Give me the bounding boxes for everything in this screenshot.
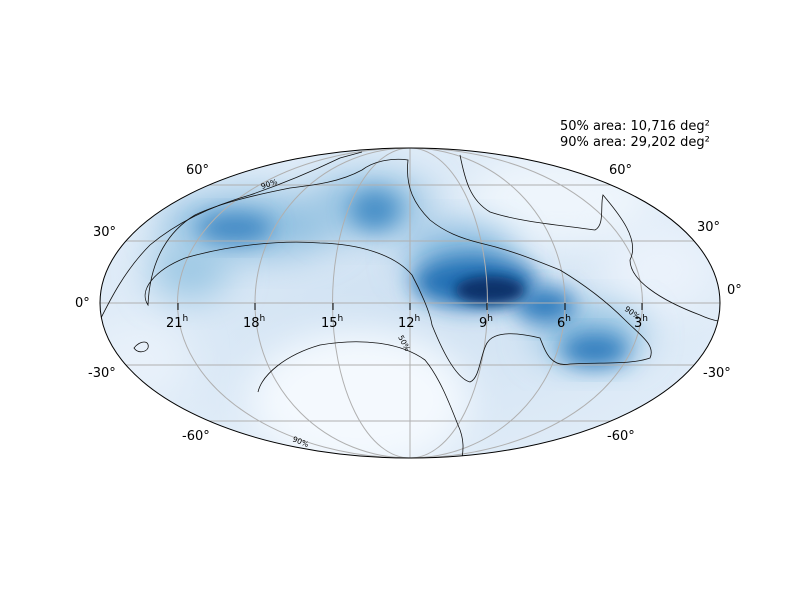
dec-label: 30°: [93, 225, 116, 240]
contour-90-left-island: [133, 341, 149, 353]
ra-label: 21h: [166, 314, 188, 331]
ra-labels: 21h 18h 15h 12h 9h 6h 3h: [166, 314, 648, 331]
contour-90-upper: [100, 151, 363, 321]
dec-label: -60°: [182, 429, 210, 444]
contour-50-main: [144, 158, 652, 383]
ra-label: 3h: [634, 314, 648, 331]
dec-label: -30°: [703, 366, 731, 381]
ra-tick-marks: [177, 303, 643, 310]
dec-label: -60°: [607, 429, 635, 444]
dec-labels-left: 60° 30° 0° -30° -60°: [75, 163, 210, 444]
ra-label: 15h: [321, 314, 343, 331]
ra-label: 12h: [398, 314, 420, 331]
dec-label: 60°: [609, 163, 632, 178]
area-50-text: 50% area: 10,716 deg²: [560, 119, 710, 134]
dec-label: -30°: [88, 366, 116, 381]
contour-90-lower: [257, 341, 464, 458]
map-frame: [99, 147, 721, 459]
ra-label: 6h: [557, 314, 571, 331]
area-90-text: 90% area: 29,202 deg²: [560, 135, 710, 150]
dec-labels-right: 60° 30° 0° -30° -60°: [607, 163, 742, 444]
contour-90-right: [459, 154, 720, 323]
dec-label: 30°: [697, 220, 720, 235]
contours: [100, 151, 720, 458]
dec-label: 0°: [75, 296, 90, 311]
dec-label: 60°: [186, 163, 209, 178]
ra-label: 9h: [479, 314, 493, 331]
dec-label: 0°: [727, 283, 742, 298]
ra-label: 18h: [243, 314, 265, 331]
